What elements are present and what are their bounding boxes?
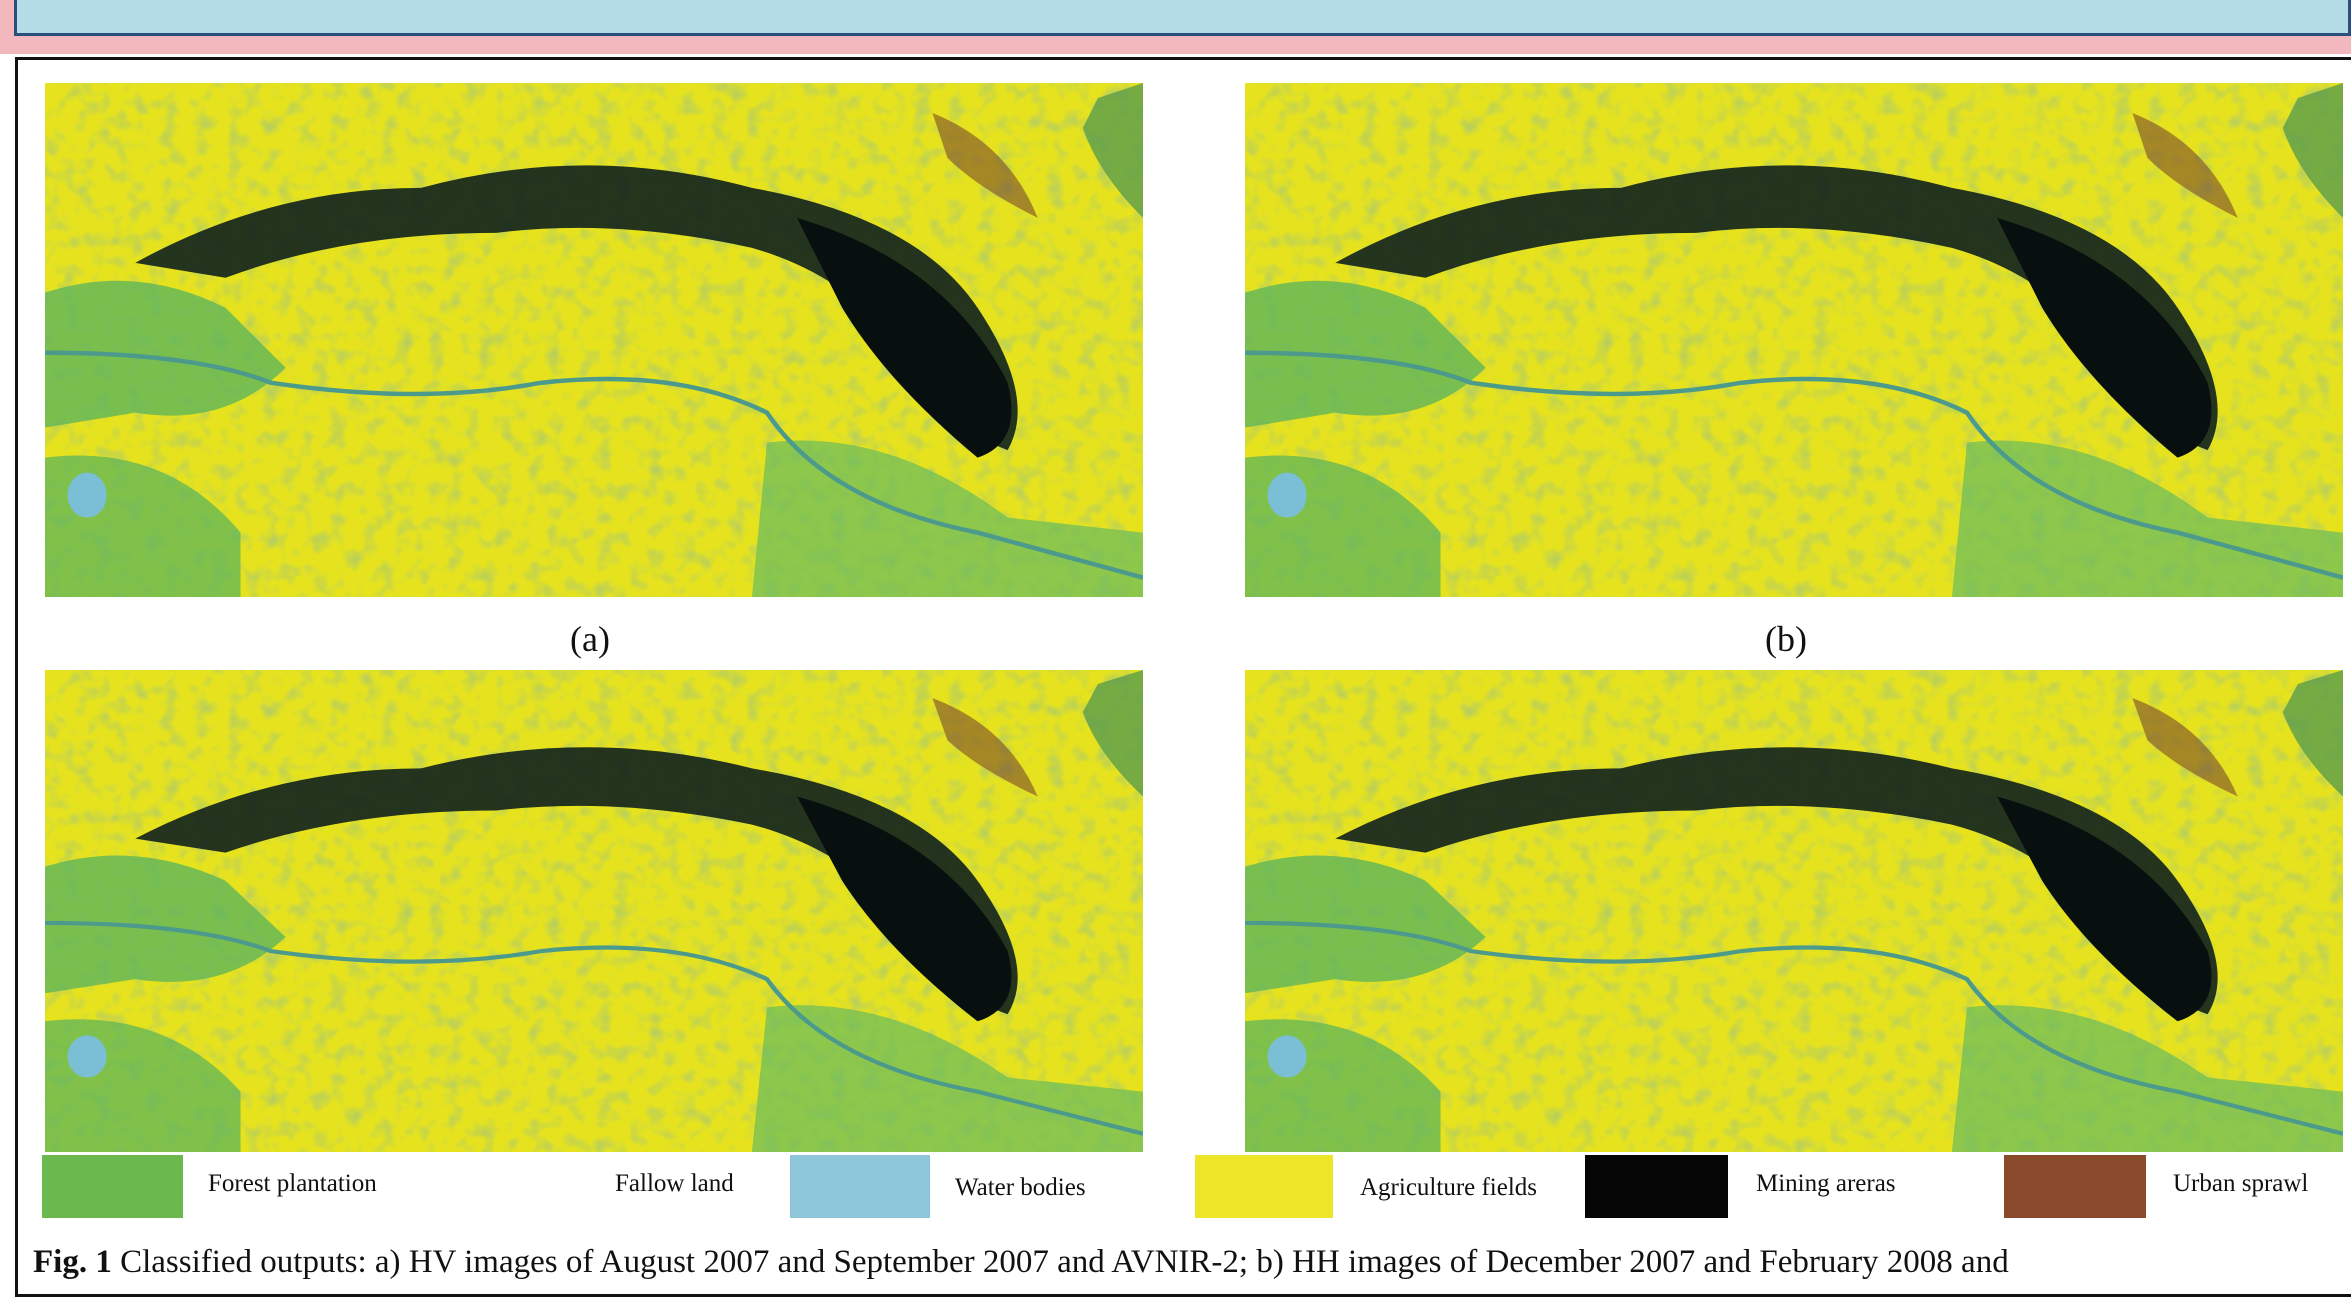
legend-label: Mining areras	[1756, 1170, 1896, 1198]
classified-map	[45, 83, 1143, 597]
classified-map	[1245, 83, 2343, 597]
caption-text: Classified outputs: a) HV images of Augu…	[120, 1244, 2009, 1280]
panel-label: (b)	[1765, 618, 1807, 660]
title-bar	[14, 0, 2351, 36]
page: {"panels": [{"label": "(a)"}, {"label": …	[0, 0, 2351, 1292]
panel-label: (a)	[570, 618, 610, 660]
legend-swatch	[42, 1155, 183, 1218]
legend-label: Water bodies	[955, 1174, 1086, 1202]
legend-label: Forest plantation	[208, 1170, 377, 1198]
figure-number: Fig. 1	[33, 1244, 112, 1280]
figure-caption: Fig. 1 Classified outputs: a) HV images …	[33, 1244, 2009, 1281]
legend-swatch	[1195, 1155, 1333, 1218]
legend-swatch	[1585, 1155, 1728, 1218]
classified-map	[1245, 670, 2343, 1152]
legend-swatch	[790, 1155, 930, 1218]
legend-label: Agriculture fields	[1360, 1174, 1537, 1202]
legend-swatch	[2004, 1155, 2146, 1218]
legend-label: Urban sprawl	[2173, 1170, 2308, 1198]
classified-map	[45, 670, 1143, 1152]
legend-label: Fallow land	[615, 1170, 734, 1198]
